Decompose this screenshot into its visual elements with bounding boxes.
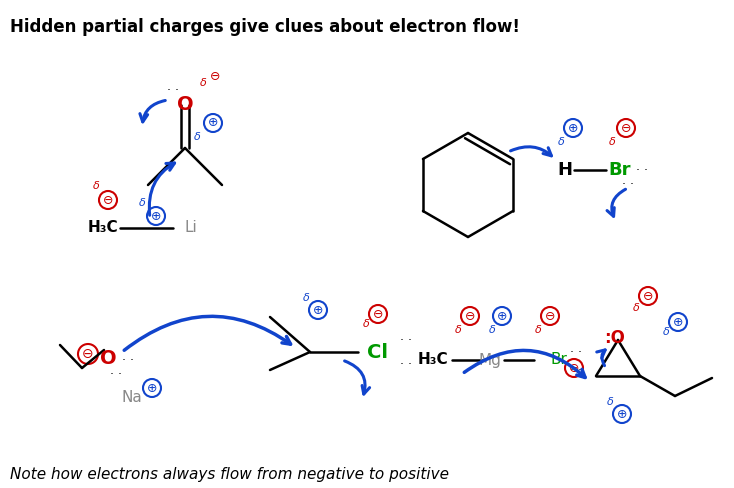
Text: ⊖: ⊖ bbox=[210, 70, 220, 83]
Text: ⊕: ⊕ bbox=[208, 117, 218, 129]
Text: δ: δ bbox=[363, 319, 369, 329]
Text: ⊖: ⊖ bbox=[465, 309, 475, 323]
Text: ⊖: ⊖ bbox=[569, 362, 579, 374]
Text: · ·: · · bbox=[122, 353, 134, 366]
Text: δ: δ bbox=[558, 137, 564, 147]
Text: ⊕: ⊕ bbox=[313, 304, 323, 317]
Text: δ: δ bbox=[534, 325, 542, 335]
Text: · ·: · · bbox=[167, 84, 179, 98]
Text: ⊖: ⊖ bbox=[373, 307, 383, 321]
Text: ⊖: ⊖ bbox=[621, 122, 631, 135]
Text: ⊖: ⊖ bbox=[643, 289, 653, 303]
Text: Br: Br bbox=[550, 352, 567, 367]
Text: δ: δ bbox=[200, 78, 206, 88]
Text: Li: Li bbox=[185, 221, 197, 236]
Text: ⊕: ⊕ bbox=[568, 122, 578, 135]
Text: Na: Na bbox=[122, 390, 142, 406]
Text: · ·: · · bbox=[622, 178, 634, 190]
Text: Br: Br bbox=[608, 161, 631, 179]
Text: ⊖: ⊖ bbox=[82, 347, 94, 361]
Text: O: O bbox=[177, 96, 193, 115]
Text: · ·: · · bbox=[110, 367, 122, 381]
Text: ⊖: ⊖ bbox=[103, 194, 113, 206]
Text: δ: δ bbox=[606, 397, 614, 407]
Text: · ·: · · bbox=[400, 333, 412, 346]
Text: :O: :O bbox=[604, 329, 625, 347]
Text: · ·: · · bbox=[570, 346, 582, 359]
Text: O: O bbox=[100, 348, 116, 367]
Text: δ: δ bbox=[489, 325, 495, 335]
Text: ⊕: ⊕ bbox=[673, 316, 683, 328]
Text: δ: δ bbox=[302, 293, 309, 303]
Text: δ: δ bbox=[663, 327, 669, 337]
Text: δ: δ bbox=[92, 181, 99, 191]
Text: H: H bbox=[558, 161, 573, 179]
Text: Mg: Mg bbox=[479, 352, 501, 367]
Text: δ: δ bbox=[194, 132, 200, 142]
Text: ⊕: ⊕ bbox=[617, 407, 628, 421]
Text: Note how electrons always flow from negative to positive: Note how electrons always flow from nega… bbox=[10, 468, 449, 483]
Text: H₃C: H₃C bbox=[418, 352, 448, 367]
Text: H₃C: H₃C bbox=[87, 221, 118, 236]
Text: δ: δ bbox=[139, 198, 145, 208]
Text: ⊕: ⊕ bbox=[150, 209, 161, 223]
Text: ⊕: ⊕ bbox=[497, 309, 507, 323]
Text: ⊖: ⊖ bbox=[545, 309, 555, 323]
Text: Hidden partial charges give clues about electron flow!: Hidden partial charges give clues about … bbox=[10, 18, 520, 36]
Text: δ: δ bbox=[454, 325, 462, 335]
Text: δ: δ bbox=[608, 137, 615, 147]
Text: δ: δ bbox=[633, 303, 639, 313]
Text: Cl: Cl bbox=[368, 343, 388, 362]
Text: · ·: · · bbox=[636, 163, 648, 177]
Text: · ·: · · bbox=[400, 358, 412, 370]
Text: · ·: · · bbox=[570, 364, 582, 377]
Text: ⊕: ⊕ bbox=[147, 382, 157, 394]
